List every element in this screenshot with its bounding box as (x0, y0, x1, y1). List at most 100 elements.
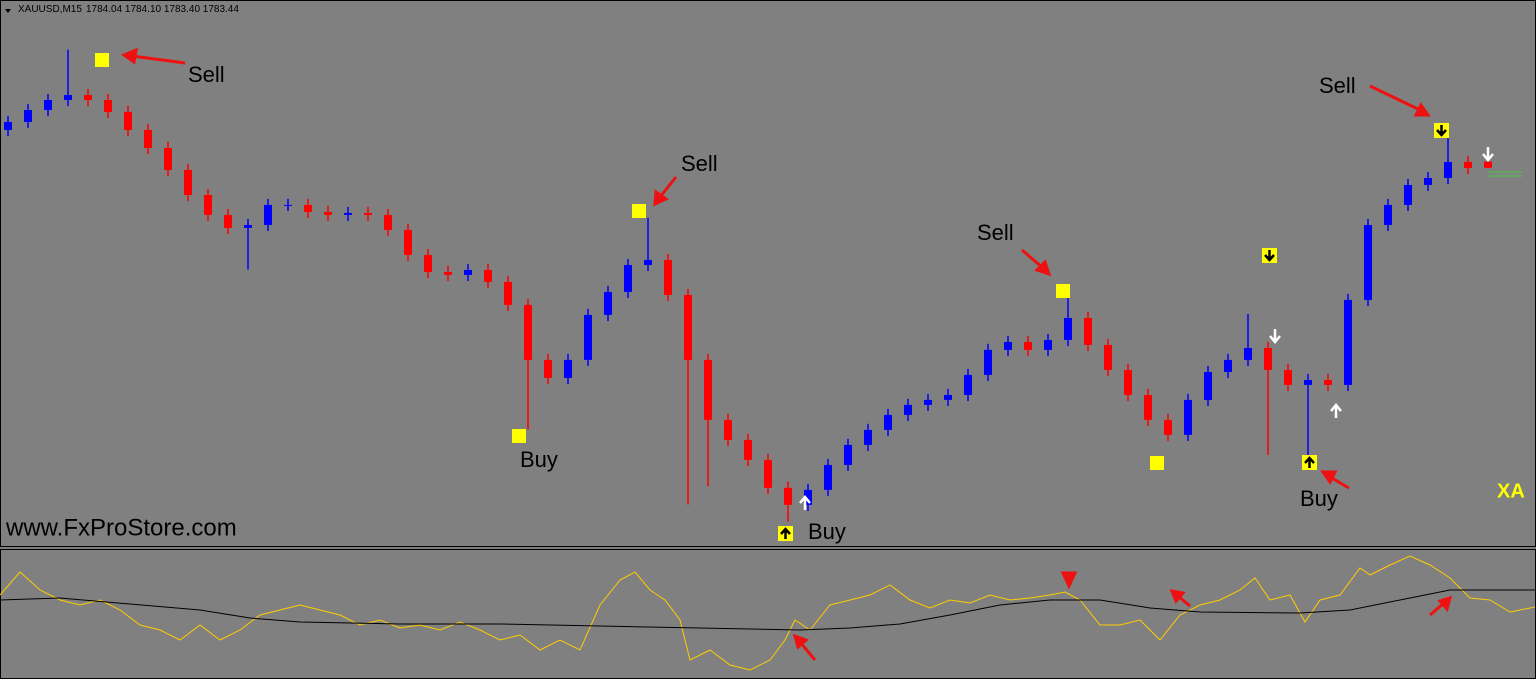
menu-triangle (5, 9, 11, 13)
candle-body (524, 304, 532, 360)
white-arrow-up (1330, 403, 1342, 418)
candle-body (164, 147, 172, 170)
level-lines (1488, 171, 1522, 177)
candle-body (1204, 371, 1212, 400)
candle-body (304, 204, 312, 212)
white-arrow-down (1269, 329, 1281, 344)
candle-body (884, 414, 892, 430)
annotation: Buy (1300, 486, 1338, 511)
signal-square (1150, 456, 1164, 470)
candle-body (1244, 347, 1252, 360)
sell-arrow-box (1434, 123, 1449, 138)
signal-square (95, 53, 109, 67)
candle-body (1084, 317, 1092, 345)
candle-body (1384, 204, 1392, 225)
annotation: Sell (681, 151, 718, 176)
candle-body (424, 254, 432, 272)
candle-body (864, 429, 872, 445)
candle-body (844, 444, 852, 465)
candle-body (744, 439, 752, 460)
annotation: Sell (188, 62, 225, 87)
candle-body (1444, 161, 1452, 178)
candle-body (904, 404, 912, 415)
candle-body (604, 291, 612, 315)
candle-body (224, 214, 232, 228)
candle-body (924, 399, 932, 405)
oscillator-slow (0, 589, 1535, 631)
candle-body (704, 359, 712, 420)
candle-body (624, 264, 632, 292)
candle-body (1124, 369, 1132, 395)
candle-body (984, 349, 992, 375)
candle-body (344, 212, 352, 215)
candle-body (464, 269, 472, 275)
candle-body (724, 419, 732, 440)
candle-body (824, 464, 832, 490)
candle-body (404, 229, 412, 255)
candle-body (1044, 339, 1052, 350)
symbol: XAUUSD,M15 (18, 4, 82, 15)
candle-body (384, 214, 392, 230)
candle-body (444, 271, 452, 275)
candle-body (204, 194, 212, 215)
candle-body (1284, 369, 1292, 385)
candle-body (1364, 224, 1372, 300)
candle-body (284, 204, 292, 206)
candle-body (124, 111, 132, 130)
annotation: Sell (977, 220, 1014, 245)
candle-body (664, 259, 672, 295)
annotation: Buy (808, 519, 846, 544)
candle-body (1484, 161, 1492, 168)
candle-body (264, 204, 272, 225)
candle-body (84, 95, 92, 100)
signal-square (632, 204, 646, 218)
candle-body (364, 212, 372, 215)
candle-body (544, 359, 552, 378)
annotation: Sell (1319, 73, 1356, 98)
candle-body (324, 211, 332, 215)
candle-body (1304, 379, 1312, 385)
candle-body (1164, 419, 1172, 435)
candle-body (1004, 341, 1012, 350)
candle-body (504, 281, 512, 305)
candle-body (1104, 344, 1112, 370)
candle-body (784, 487, 792, 505)
candle-body (944, 394, 952, 400)
candle-body (1264, 347, 1272, 370)
candle-body (24, 110, 32, 122)
candle-body (1424, 177, 1432, 185)
candle-body (1224, 359, 1232, 372)
candle-body (1064, 317, 1072, 340)
candle-body (1324, 379, 1332, 385)
pointer-arrows (120, 47, 1453, 661)
candles (4, 49, 1492, 522)
signal-square (1056, 284, 1070, 298)
candle-body (964, 374, 972, 395)
quote: 1784.04 1784.10 1783.40 1783.44 (86, 4, 239, 15)
candle-body (1184, 399, 1192, 435)
signals (95, 53, 1522, 541)
candle-body (144, 129, 152, 148)
white-arrow-up (799, 495, 811, 510)
candle-body (584, 314, 592, 360)
candle-body (1404, 184, 1412, 205)
buy-arrow-box (1302, 455, 1317, 470)
candle-body (684, 294, 692, 360)
candle-body (244, 224, 252, 228)
candle-body (1344, 299, 1352, 385)
candle-body (1144, 394, 1152, 420)
annotation: Buy (520, 447, 558, 472)
candle-body (764, 459, 772, 488)
candle-body (1024, 341, 1032, 350)
watermark: www.FxProStore.com (5, 514, 237, 541)
sell-arrow-box (1262, 248, 1277, 263)
candle-body (44, 99, 52, 111)
candle-body (564, 359, 572, 378)
candle-body (644, 259, 652, 265)
candle-body (484, 269, 492, 282)
signal-square (512, 429, 526, 443)
candle-body (804, 489, 812, 505)
